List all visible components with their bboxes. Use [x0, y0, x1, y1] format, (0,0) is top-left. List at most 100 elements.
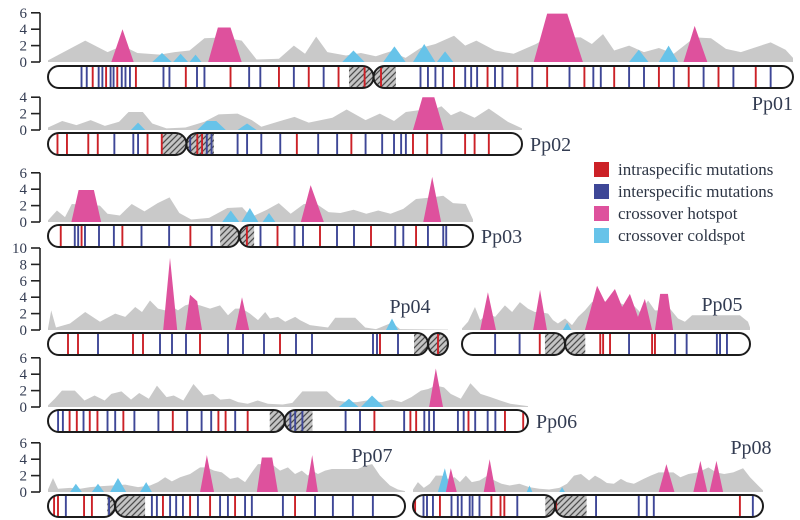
intraspecific-mutation-swatch: [594, 162, 609, 177]
legend-item-intraspecific: intraspecific mutations: [594, 159, 774, 179]
coldspot-peak: [629, 49, 649, 62]
chromosome-arm: [565, 333, 750, 355]
chromosome-arm: [48, 66, 374, 88]
coldspot-peak: [110, 478, 127, 492]
centromere-hatch: [161, 133, 187, 155]
chromosome-outline: [427, 332, 449, 356]
y-tick-label: 6: [20, 6, 28, 22]
y-tick-label: 2: [20, 39, 28, 55]
hotspot-peak: [185, 294, 202, 330]
y-tick-label: 6: [20, 166, 28, 182]
hotspot-peak: [163, 257, 178, 330]
density-profile: [48, 464, 405, 492]
mutation-markers: [59, 226, 448, 246]
y-tick-label: 6: [20, 274, 28, 290]
y-axis-Pp02: 024: [20, 90, 41, 139]
chromosome-label-Pp04: Pp04: [389, 296, 430, 318]
y-tick-label: 8: [20, 257, 28, 273]
coldspot-peak: [413, 43, 436, 62]
density-profile: [48, 106, 522, 130]
chromosome-label-Pp02: Pp02: [530, 134, 571, 156]
centromere-hatch: [555, 495, 587, 517]
hotspot-peak: [584, 285, 653, 330]
chromosome-arm: [413, 495, 556, 517]
hotspot-peak: [71, 190, 102, 222]
density-profile: [48, 195, 473, 222]
centromere-hatch: [220, 225, 240, 247]
density-profile: [48, 383, 528, 407]
hotspot-peak: [658, 464, 675, 492]
chromosome-outline: [185, 132, 524, 156]
chromosome-label-Pp01: Pp01: [752, 93, 793, 115]
hotspot-peak: [412, 97, 444, 130]
centromere-hatch: [545, 495, 556, 517]
hotspot-peak: [208, 27, 242, 63]
centromere-hatch: [414, 333, 428, 355]
chromosome-label-Pp05: Pp05: [701, 294, 742, 316]
y-tick-label: 4: [20, 90, 28, 106]
coldspot-peak: [237, 123, 257, 130]
y-tick-label: 4: [20, 367, 28, 383]
coldspot-peak: [360, 395, 384, 407]
centromere-hatch: [269, 410, 285, 432]
chromosome-label-Pp08: Pp08: [730, 437, 771, 459]
legend-label-coldspot: crossover coldspot: [618, 225, 746, 245]
chromosome-outline: [283, 409, 530, 433]
chromosome-arm: [555, 495, 763, 517]
y-tick-label: 0: [20, 323, 28, 339]
hotspot-peak: [429, 368, 444, 407]
hotspot-peak: [683, 25, 708, 63]
hotspot-peak: [200, 455, 215, 492]
coldspot-peak: [130, 122, 146, 130]
hotspot-peak: [654, 293, 674, 330]
mutation-markers: [67, 334, 439, 354]
hotspot-peak: [709, 460, 724, 492]
coldspot-peak: [262, 212, 276, 222]
coldspot-peak: [386, 318, 398, 330]
coldspot-peak: [342, 50, 365, 62]
centromere-hatch: [373, 66, 396, 88]
y-tick-label: 2: [20, 107, 28, 123]
y-tick-label: 6: [20, 436, 28, 452]
legend-label-intraspecific: intraspecific mutations: [618, 159, 774, 179]
mutation-markers: [53, 496, 374, 516]
y-tick-label: 2: [20, 469, 28, 485]
mutation-markers: [494, 334, 728, 354]
y-tick-label: 4: [20, 452, 28, 468]
chromosome-Pp08: Pp08: [412, 437, 772, 518]
coldspot-peak: [562, 322, 572, 330]
crossover-hotspot-swatch: [594, 206, 609, 221]
density-profile: [413, 467, 763, 492]
coldspot-peak: [70, 483, 82, 492]
coldspot-peak: [383, 46, 406, 62]
y-tick-label: 0: [20, 215, 28, 231]
coldspot-peak: [173, 53, 189, 62]
chromosome-arm: [186, 133, 522, 155]
chromosome-label-Pp07: Pp07: [351, 445, 392, 467]
legend-item-hotspot: crossover hotspot: [594, 203, 773, 223]
legend-label-hotspot: crossover hotspot: [618, 203, 738, 223]
chromosome-Pp02: 024 Pp02: [20, 90, 571, 156]
centromere-hatch: [544, 333, 566, 355]
hotspot-peak: [533, 13, 583, 63]
coldspot-peak: [436, 51, 454, 62]
hotspot-peak: [483, 459, 496, 492]
chromosome-arm: [48, 133, 187, 155]
centromere-hatch: [107, 495, 116, 517]
coldspot-peak: [197, 120, 226, 130]
hotspot-peak: [693, 460, 708, 492]
chromosome-label-Pp06: Pp06: [536, 411, 577, 433]
centromere-hatch: [565, 333, 586, 355]
hotspot-peak: [256, 457, 278, 492]
crossover-coldspot-swatch: [594, 228, 609, 243]
chromosome-outline: [238, 224, 474, 248]
coldspot-peak: [559, 487, 565, 492]
